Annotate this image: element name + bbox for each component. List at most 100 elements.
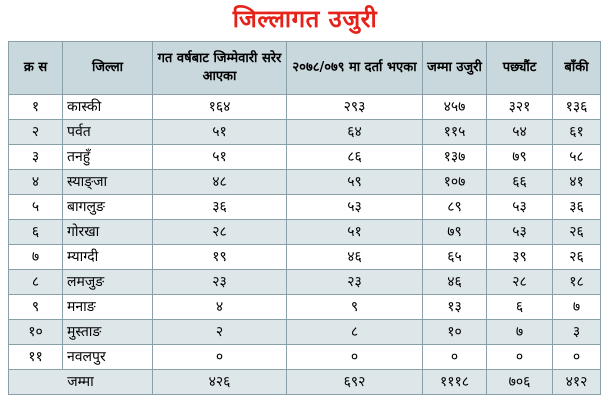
cell-total: ० bbox=[422, 344, 487, 370]
cell-district: तनहुँ bbox=[62, 144, 153, 170]
cell-remaining: २६ bbox=[552, 219, 601, 245]
header-settled: पछ्यौंट bbox=[486, 41, 553, 95]
table-row: २ पर्वत ५१ ६४ ११५ ५४ ६१ bbox=[8, 119, 601, 145]
cell-settled: ७९ bbox=[486, 144, 553, 170]
cell-settled: ३९ bbox=[486, 244, 553, 270]
cell-remaining: १८ bbox=[552, 269, 601, 295]
cell-carried-over: २८ bbox=[152, 219, 287, 245]
table-body: १ कास्की १६४ २९३ ४५७ ३२१ १३६ २ पर्वत ५१ ६४ ११५ ५४ ६१ ३… bbox=[8, 94, 601, 395]
cell-serial: ५ bbox=[8, 194, 63, 220]
cell-registered: २९३ bbox=[286, 94, 423, 120]
cell-settled: ७ bbox=[486, 319, 553, 345]
header-carried-over: गत वर्षबाट जिम्मेवारी सरेर आएका bbox=[152, 41, 287, 95]
totals-remaining: ४१२ bbox=[552, 369, 601, 395]
cell-registered: ४६ bbox=[286, 244, 423, 270]
cell-total: ४६ bbox=[422, 269, 487, 295]
cell-total: ७९ bbox=[422, 219, 487, 245]
cell-serial: ११ bbox=[8, 344, 63, 370]
table-row: १० मुस्ताङ २ ८ १० ७ ३ bbox=[8, 319, 601, 345]
cell-serial: १ bbox=[8, 94, 63, 120]
cell-carried-over: ४८ bbox=[152, 169, 287, 195]
cell-serial: ८ bbox=[8, 269, 63, 295]
totals-settled: ७०६ bbox=[486, 369, 553, 395]
cell-district: लमजुङ bbox=[62, 269, 153, 295]
cell-total: ६५ bbox=[422, 244, 487, 270]
cell-total: ८९ bbox=[422, 194, 487, 220]
cell-registered: ५१ bbox=[286, 219, 423, 245]
table-row: ७ म्याग्दी १९ ४६ ६५ ३९ २६ bbox=[8, 244, 601, 270]
table-row: ९ मनाङ ४ ९ १३ ६ ७ bbox=[8, 294, 601, 320]
cell-remaining: ७ bbox=[552, 294, 601, 320]
cell-district: मनाङ bbox=[62, 294, 153, 320]
totals-carried: ४२६ bbox=[152, 369, 287, 395]
table-row: ३ तनहुँ ५१ ८६ १३७ ७९ ५८ bbox=[8, 144, 601, 170]
cell-carried-over: १९ bbox=[152, 244, 287, 270]
totals-registered: ६९२ bbox=[286, 369, 423, 395]
cell-settled: ५३ bbox=[486, 194, 553, 220]
cell-carried-over: ३६ bbox=[152, 194, 287, 220]
cell-carried-over: १६४ bbox=[152, 94, 287, 120]
cell-settled: ५४ bbox=[486, 119, 553, 145]
cell-district: मुस्ताङ bbox=[62, 319, 153, 345]
cell-settled: ० bbox=[486, 344, 553, 370]
header-district: जिल्ला bbox=[62, 41, 153, 95]
cell-carried-over: २ bbox=[152, 319, 287, 345]
cell-settled: ५३ bbox=[486, 219, 553, 245]
table-header: क्र स जिल्ला गत वर्षबाट जिम्मेवारी सरेर … bbox=[8, 41, 601, 95]
cell-registered: ८६ bbox=[286, 144, 423, 170]
cell-remaining: ५८ bbox=[552, 144, 601, 170]
table-row: ४ स्याङ्जा ४८ ५९ १०७ ६६ ४१ bbox=[8, 169, 601, 195]
totals-total: १११८ bbox=[422, 369, 487, 395]
cell-remaining: ३६ bbox=[552, 194, 601, 220]
cell-registered: ५९ bbox=[286, 169, 423, 195]
cell-registered: ९ bbox=[286, 294, 423, 320]
table-row: ६ गोरखा २८ ५१ ७९ ५३ २६ bbox=[8, 219, 601, 245]
cell-carried-over: २३ bbox=[152, 269, 287, 295]
cell-registered: २३ bbox=[286, 269, 423, 295]
table-row: ५ बागलुङ ३६ ५३ ८९ ५३ ३६ bbox=[8, 194, 601, 220]
totals-row: जम्मा ४२६ ६९२ १११८ ७०६ ४१२ bbox=[8, 369, 601, 395]
cell-district: नवलपुर bbox=[62, 344, 153, 370]
cell-district: कास्की bbox=[62, 94, 153, 120]
cell-carried-over: ५१ bbox=[152, 119, 287, 145]
header-total: जम्मा उजुरी bbox=[422, 41, 487, 95]
table-row: ११ नवलपुर ० ० ० ० ० bbox=[8, 344, 601, 370]
cell-district: गोरखा bbox=[62, 219, 153, 245]
cell-remaining: ४१ bbox=[552, 169, 601, 195]
cell-total: ४५७ bbox=[422, 94, 487, 120]
totals-label: जम्मा bbox=[8, 369, 153, 395]
cell-remaining: ० bbox=[552, 344, 601, 370]
header-serial: क्र स bbox=[8, 41, 63, 95]
cell-total: १०७ bbox=[422, 169, 487, 195]
cell-registered: ८ bbox=[286, 319, 423, 345]
cell-district: पर्वत bbox=[62, 119, 153, 145]
cell-total: १३ bbox=[422, 294, 487, 320]
cell-serial: ९ bbox=[8, 294, 63, 320]
cell-serial: १० bbox=[8, 319, 63, 345]
table-row: ८ लमजुङ २३ २३ ४६ २८ १८ bbox=[8, 269, 601, 295]
cell-remaining: २६ bbox=[552, 244, 601, 270]
cell-serial: २ bbox=[8, 119, 63, 145]
cell-remaining: ३ bbox=[552, 319, 601, 345]
cell-registered: ५३ bbox=[286, 194, 423, 220]
cell-carried-over: ५१ bbox=[152, 144, 287, 170]
table-row: १ कास्की १६४ २९३ ४५७ ३२१ १३६ bbox=[8, 94, 601, 120]
cell-settled: २८ bbox=[486, 269, 553, 295]
district-complaints-table: क्र स जिल्ला गत वर्षबाट जिम्मेवारी सरेर … bbox=[8, 41, 601, 395]
cell-registered: ० bbox=[286, 344, 423, 370]
cell-total: १३७ bbox=[422, 144, 487, 170]
cell-serial: ७ bbox=[8, 244, 63, 270]
cell-remaining: ६१ bbox=[552, 119, 601, 145]
header-row: क्र स जिल्ला गत वर्षबाट जिम्मेवारी सरेर … bbox=[8, 41, 601, 95]
cell-serial: ३ bbox=[8, 144, 63, 170]
cell-district: स्याङ्जा bbox=[62, 169, 153, 195]
cell-district: म्याग्दी bbox=[62, 244, 153, 270]
cell-total: १० bbox=[422, 319, 487, 345]
cell-carried-over: ० bbox=[152, 344, 287, 370]
cell-district: बागलुङ bbox=[62, 194, 153, 220]
report-title: जिल्लागत उजुरी bbox=[232, 5, 378, 33]
cell-settled: ६६ bbox=[486, 169, 553, 195]
cell-total: ११५ bbox=[422, 119, 487, 145]
cell-remaining: १३६ bbox=[552, 94, 601, 120]
header-remaining: बाँकी bbox=[552, 41, 601, 95]
